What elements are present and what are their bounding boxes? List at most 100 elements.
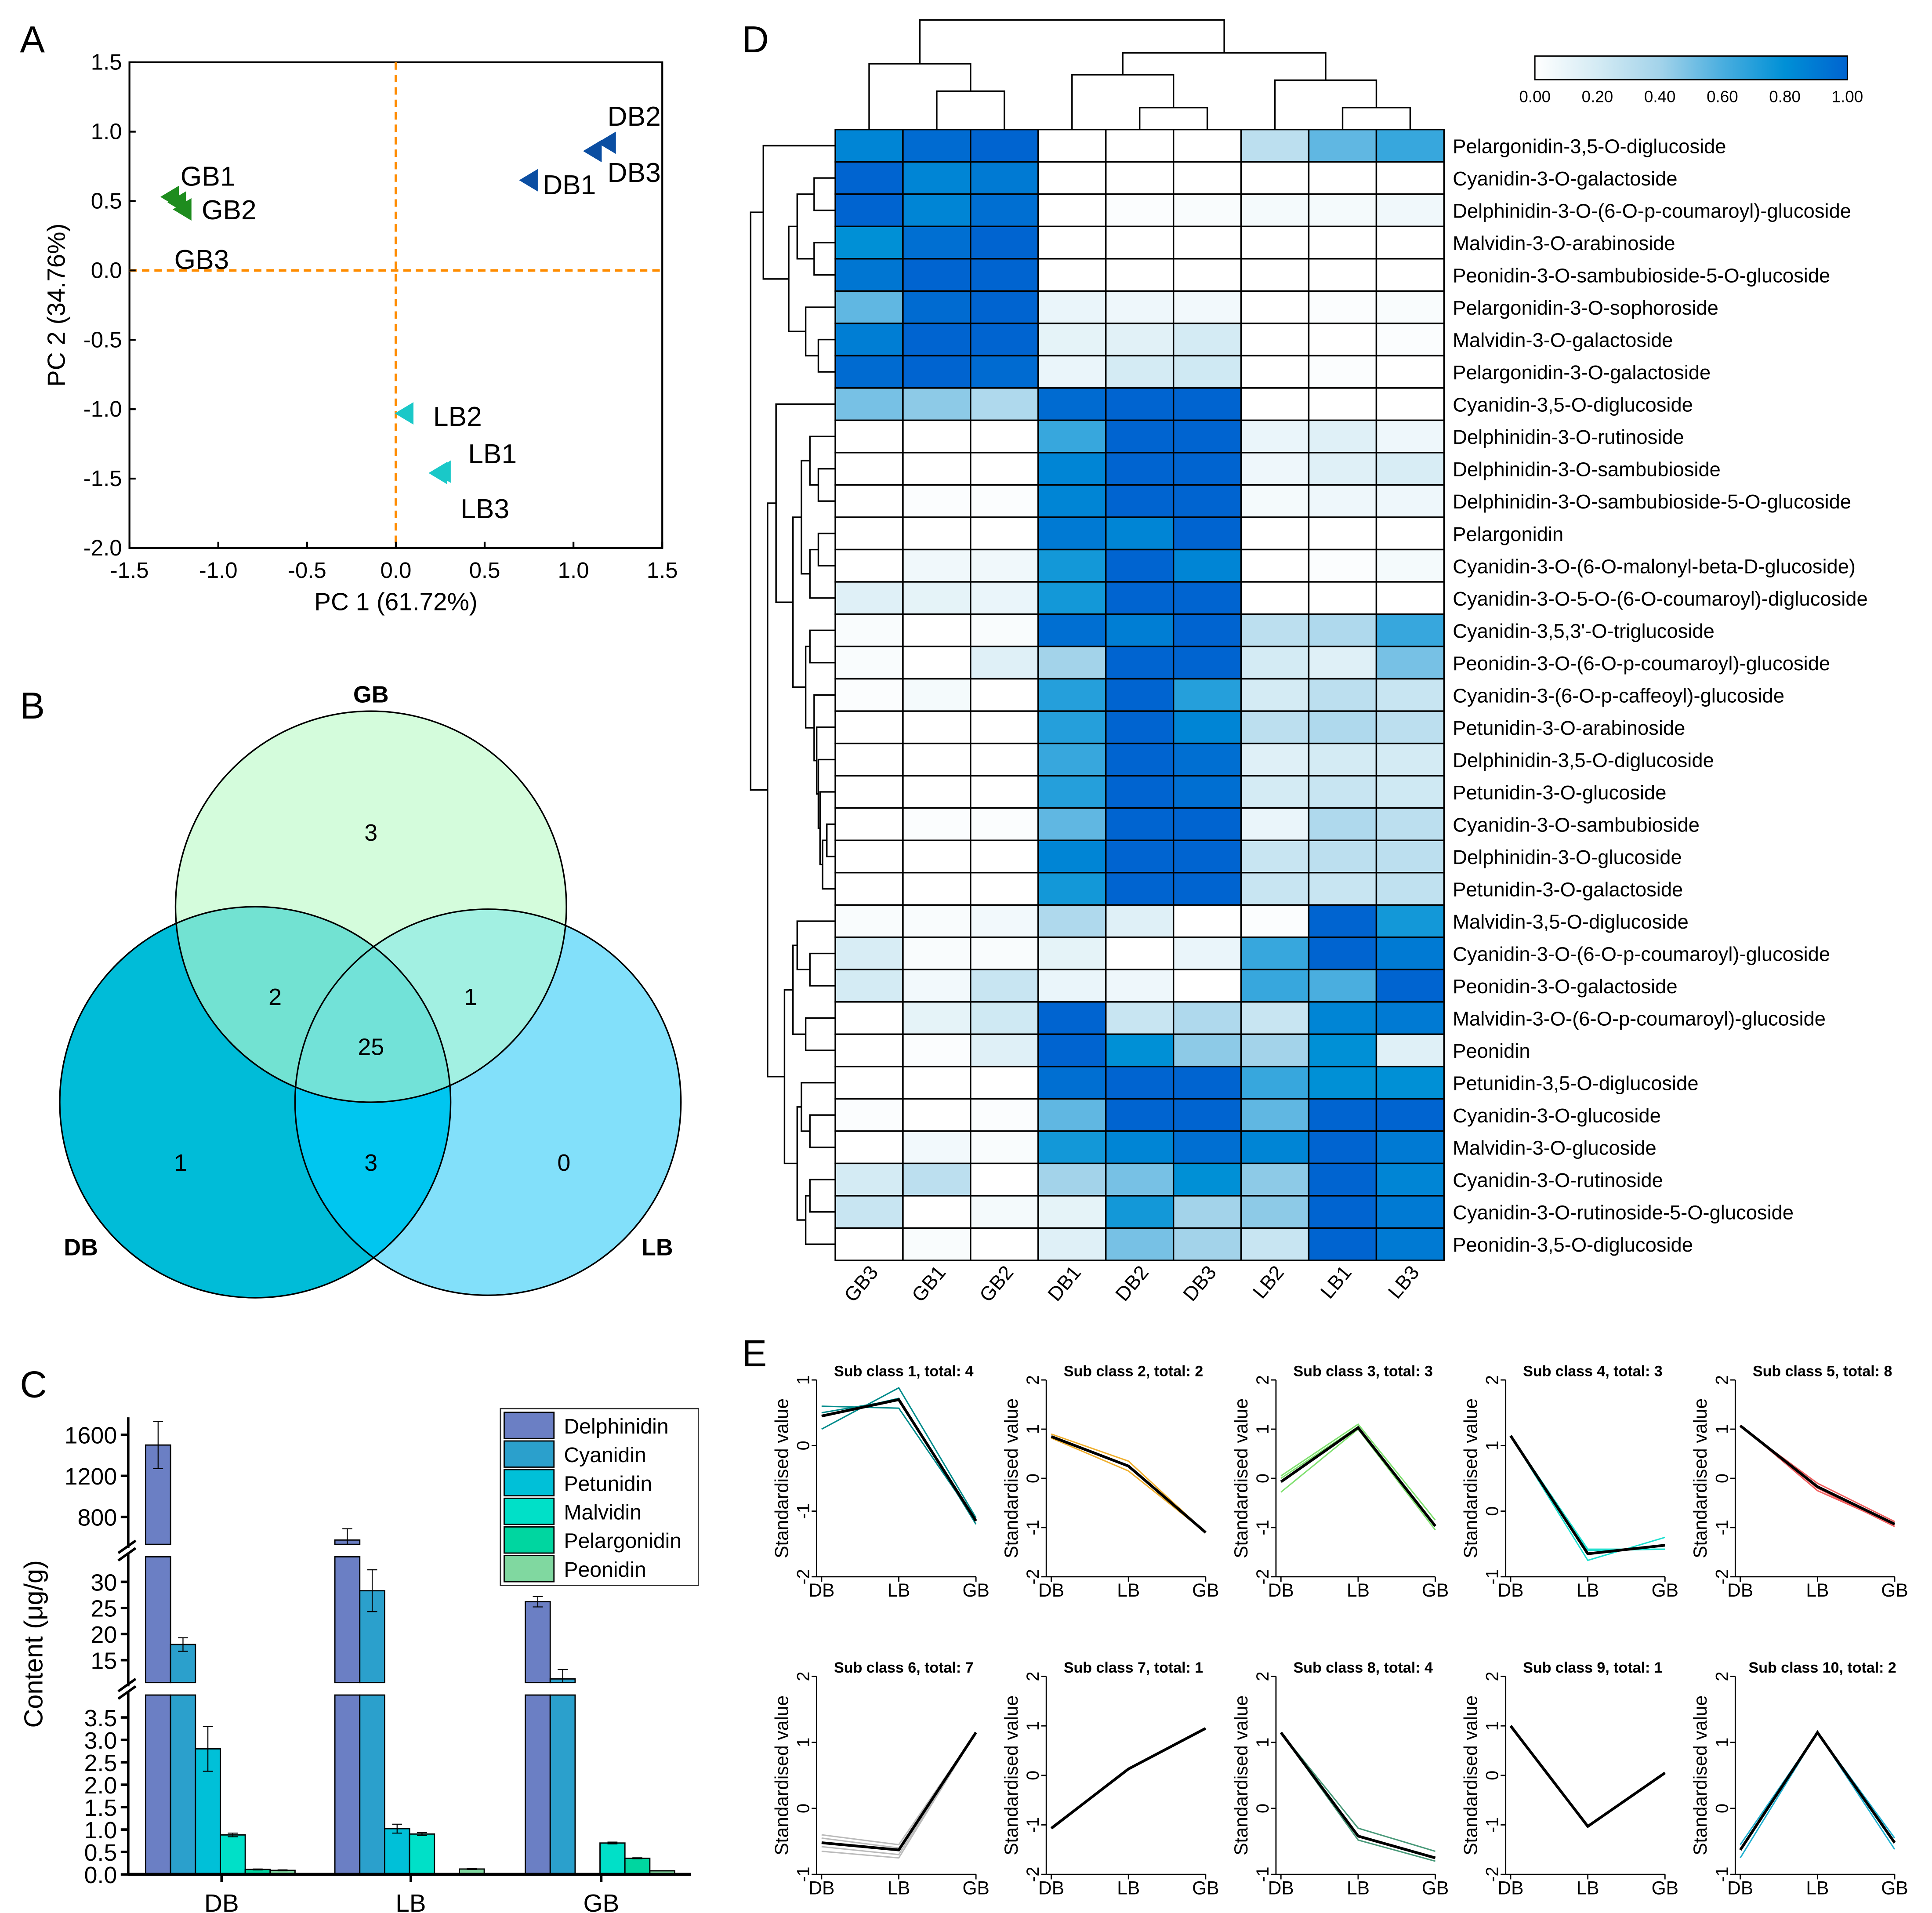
- heatmap-cell: [902, 1098, 971, 1132]
- mean-line: [1739, 1424, 1896, 1525]
- column-dendrogram-branch: [868, 63, 971, 130]
- row-label: Petunidin-3-O-galactoside: [1453, 878, 1683, 900]
- heatmap-cell: [1105, 872, 1174, 906]
- heatmap-cell: [902, 807, 971, 841]
- heatmap-cell: [970, 323, 1039, 357]
- member-line: [1051, 1433, 1206, 1533]
- heatmap-cell: [1172, 646, 1242, 680]
- row-dendrogram-branch: [796, 920, 836, 970]
- subplot-9: Sub class 9, total: 1 -2 -1 0 1 2 DB LB GB Standa…: [1461, 1659, 1678, 1898]
- heatmap-cell: [1308, 775, 1377, 809]
- x-tick-label: GB: [1881, 1878, 1908, 1898]
- row-label: Pelargonidin-3,5-O-diglucoside: [1453, 135, 1726, 157]
- colorbar-tick-label: 0.60: [1707, 87, 1738, 105]
- heatmap-cell: [834, 548, 904, 583]
- y-tick-label: -1: [1253, 1520, 1272, 1535]
- row-dendrogram-branch: [817, 338, 836, 373]
- y-tick-label: 2: [1253, 1375, 1272, 1385]
- y-tick-label: 1: [794, 1738, 813, 1747]
- y-tick-label: 2: [1023, 1672, 1043, 1681]
- y-tick-label: 1.0: [84, 1817, 117, 1844]
- heatmap-cell: [1308, 193, 1377, 227]
- y-tick-label: 1.5: [91, 50, 122, 75]
- subplot-title: Sub class 2, total: 2: [1064, 1363, 1203, 1380]
- row-dendrogram-branch: [809, 952, 836, 987]
- column-dendrogram-branch: [1341, 107, 1411, 130]
- y-tick-label: 1: [1253, 1738, 1272, 1747]
- y-tick-label: 1: [1483, 1721, 1502, 1731]
- point-label: LB1: [468, 439, 517, 469]
- heatmap-cell: [902, 937, 971, 970]
- heatmap-cell: [1037, 678, 1107, 712]
- y-tick-label: -2: [1712, 1569, 1732, 1584]
- member-line: [1280, 1426, 1436, 1526]
- member-line: [821, 1399, 977, 1521]
- heatmap-cell: [902, 839, 971, 874]
- heatmap-cell: [1308, 742, 1377, 777]
- heatmap-cell: [1105, 516, 1174, 551]
- heatmap-cell: [902, 1162, 971, 1197]
- heatmap-cell: [1308, 484, 1377, 518]
- heatmap-cell: [1172, 258, 1242, 292]
- panel-letter-c: C: [20, 1364, 47, 1406]
- legend-swatch: [503, 1440, 555, 1468]
- heatmap-cell: [1308, 937, 1377, 970]
- heatmap-cell: [1308, 1162, 1377, 1197]
- heatmap-cell: [1172, 904, 1242, 938]
- heatmap-cell: [1105, 1162, 1174, 1197]
- heatmap-cell: [1037, 1130, 1107, 1165]
- heatmap-cell: [970, 387, 1039, 421]
- heatmap-cell: [1308, 419, 1377, 454]
- subplot-title: Sub class 6, total: 7: [834, 1659, 973, 1676]
- heatmap-cell: [1172, 355, 1242, 389]
- subplot-title: Sub class 1, total: 4: [834, 1363, 973, 1380]
- heatmap-cell: [970, 969, 1039, 1003]
- heatmap-cell: [902, 452, 971, 486]
- heatmap-cell: [1375, 678, 1445, 712]
- row-label: Peonidin-3-O-sambubioside-5-O-glucoside: [1453, 265, 1830, 287]
- data-point-db2: [597, 131, 616, 154]
- heatmap-cell: [834, 452, 904, 486]
- legend-swatch: [503, 1469, 555, 1497]
- y-tick-label: 2: [1712, 1375, 1732, 1385]
- heatmap-cell: [1308, 516, 1377, 551]
- heatmap-cell: [1308, 969, 1377, 1003]
- data-point-lb3: [428, 461, 447, 484]
- heatmap-cell: [1240, 1001, 1310, 1035]
- row-label: Delphinidin-3-O-sambubioside: [1453, 458, 1721, 481]
- x-tick-label: LB: [1577, 1878, 1599, 1898]
- x-tick-label: -1.0: [199, 558, 238, 583]
- venn-count-gb_db_lb: 25: [358, 1034, 384, 1060]
- heatmap-cell: [1308, 1227, 1377, 1261]
- row-dendrogram-branch: [775, 403, 836, 603]
- x-tick-label: GB: [962, 1580, 989, 1601]
- heatmap-cell: [970, 613, 1039, 647]
- row-dendrogram-branch: [750, 211, 768, 791]
- heatmap-cell: [1037, 452, 1107, 486]
- heatmap-cell: [1308, 355, 1377, 389]
- x-tick-label: LB: [1806, 1580, 1829, 1601]
- y-tick-label: 1: [1712, 1738, 1732, 1747]
- heatmap-cell: [902, 613, 971, 647]
- row-dendrogram-branch: [783, 989, 797, 1165]
- row-label: Delphinidin-3-O-rutinoside: [1453, 426, 1684, 448]
- colorbar-tick-label: 0.00: [1519, 87, 1551, 105]
- heatmap-cell: [970, 904, 1039, 938]
- heatmap-cell: [1240, 1066, 1310, 1100]
- heatmap-cell: [902, 646, 971, 680]
- heatmap-cell: [1105, 969, 1174, 1003]
- heatmap-cell: [1105, 161, 1174, 195]
- y-tick-label: 0: [1023, 1771, 1043, 1780]
- colorbar: [1534, 55, 1848, 80]
- y-tick-label: -1: [1483, 1569, 1502, 1584]
- heatmap-cell: [970, 548, 1039, 583]
- heatmap-cell: [902, 355, 971, 389]
- x-tick-label: -0.5: [288, 558, 326, 583]
- heatmap-cell: [834, 1001, 904, 1035]
- heatmap-cell: [1105, 742, 1174, 777]
- heatmap-cell: [1105, 1227, 1174, 1261]
- y-tick-label: 0.5: [84, 1840, 117, 1866]
- member-line: [1740, 1731, 1896, 1859]
- row-label: Cyanidin-3-O-(6-O-malonyl-beta-D-glucosi…: [1453, 555, 1856, 577]
- mean-line: [821, 1398, 977, 1522]
